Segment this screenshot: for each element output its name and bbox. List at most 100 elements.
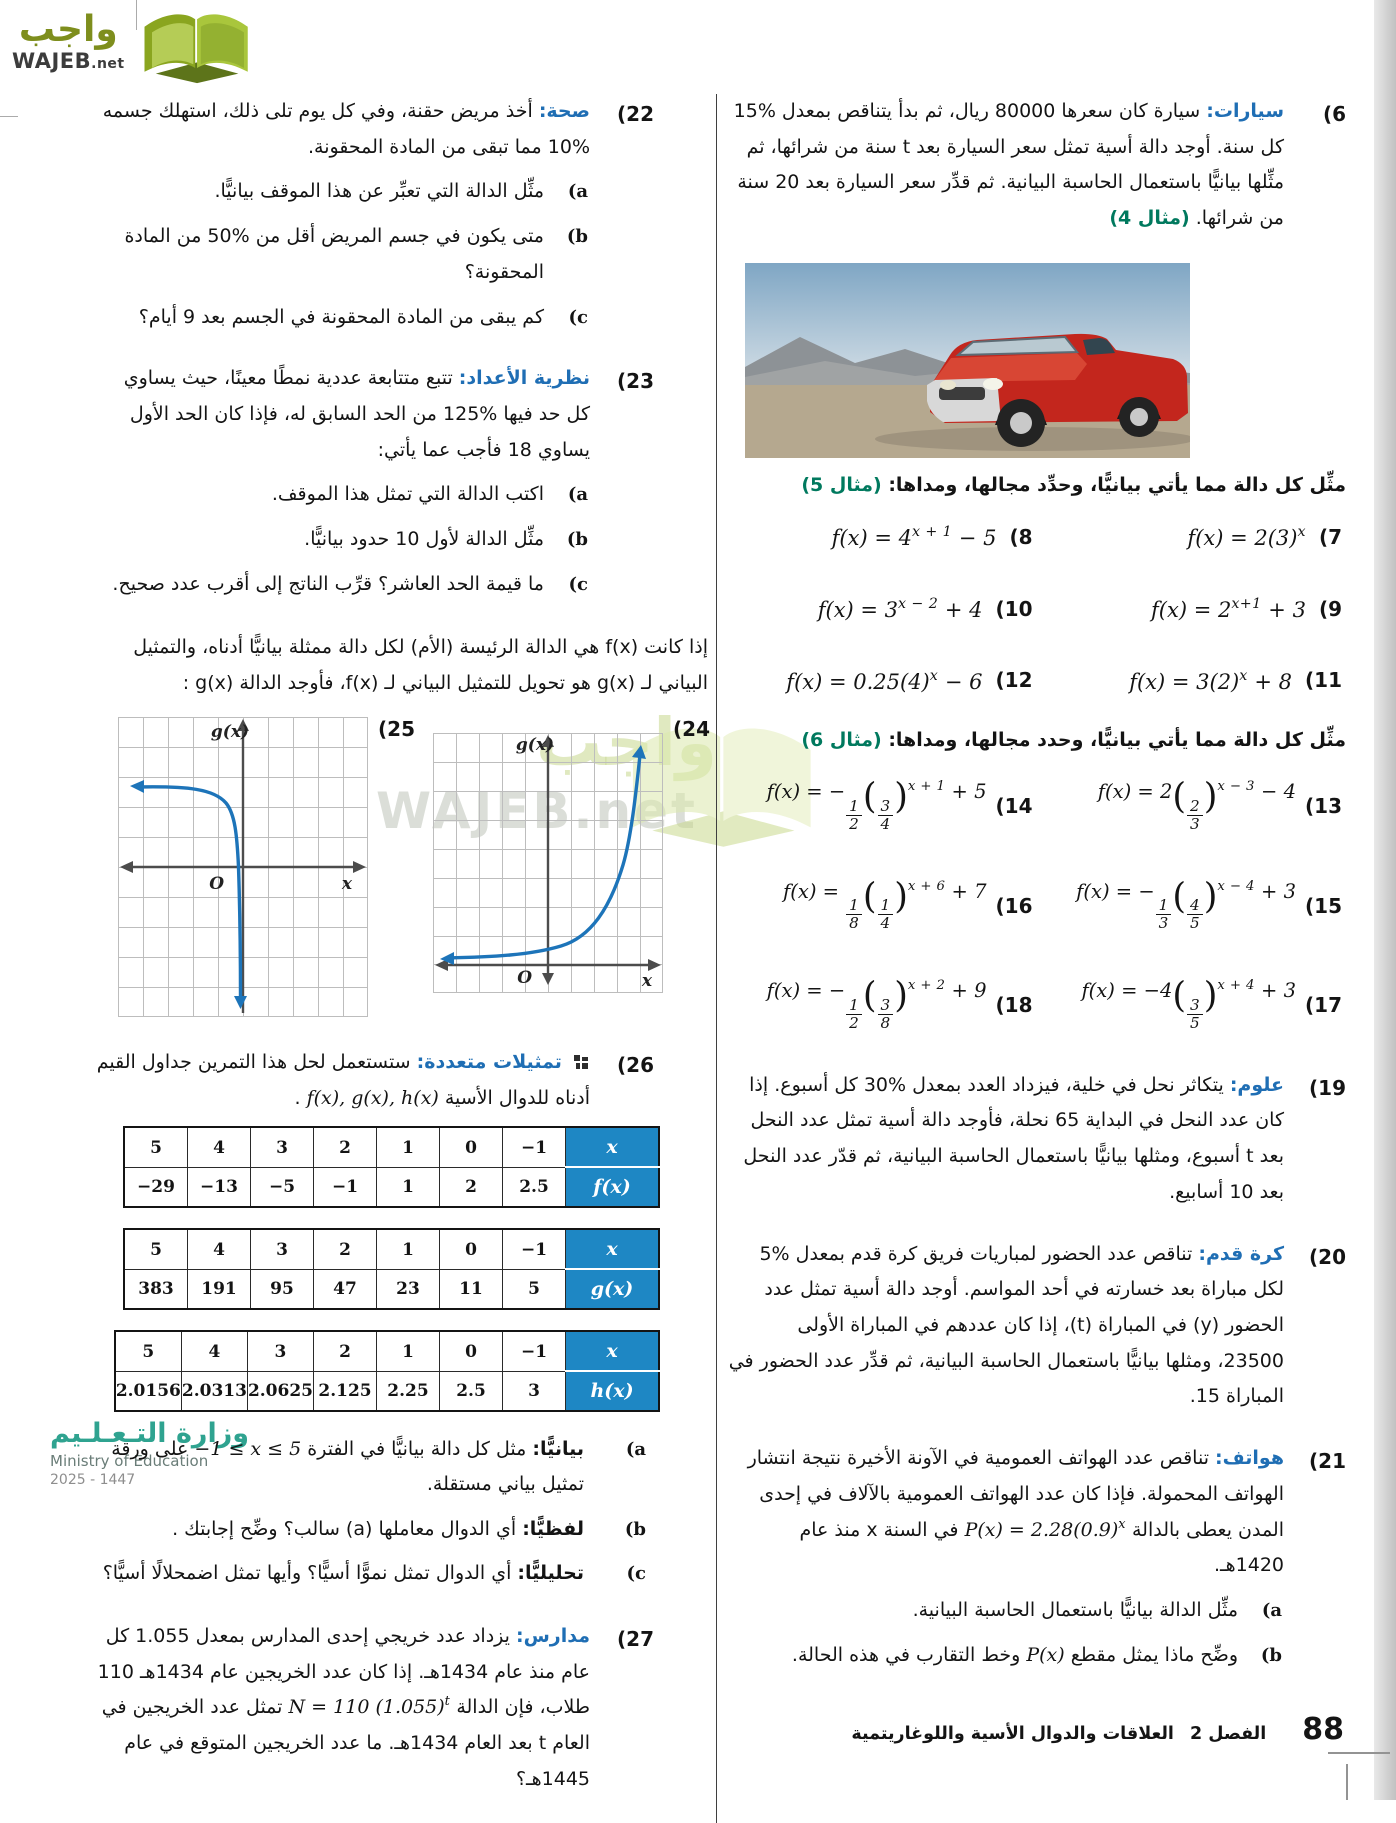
problem-text: تناقص عدد الهواتف العمومية في الآونة الأ… [747, 1447, 1284, 1541]
table-cell: 2.125 [313, 1370, 377, 1412]
sub-text: أي الدوال معاملها (a) سالب؟ وضِّح إجابتك… [172, 1517, 517, 1540]
formula-number: (12 [995, 668, 1033, 693]
problem-text: يتكاثر نحل في خلية، فيزداد العدد بمعدل %… [743, 1073, 1284, 1203]
problem-text: أخذ مريض حقنة، وفي كل يوم تلى ذلك، استهل… [102, 100, 590, 158]
table-cell: 1 [376, 1228, 440, 1270]
sub-keyword: بيانيًّا: [532, 1438, 584, 1461]
table-cell: 2.0313 [180, 1370, 248, 1412]
graph-24: (24 g(x) x O [433, 717, 710, 993]
table-cell: 4 [180, 1330, 248, 1372]
problem-keyword: تمثيلات متعددة: [416, 1050, 562, 1073]
sub-item-b: (b وضِّح ماذا يمثل مقطع P(x) وخط التقارب… [727, 1638, 1284, 1674]
table-cell: 2 [313, 1228, 377, 1270]
table-cell: 3 [250, 1126, 314, 1168]
table-row-header: f(x) [565, 1166, 660, 1208]
problem-number: (22 [617, 102, 654, 126]
table-cell: −29 [123, 1166, 188, 1208]
sub-item-b: (b مثِّل الدالة لأول 10 حدود بيانيًّا. [96, 522, 590, 558]
formula-number: (18 [995, 992, 1033, 1017]
problem-number: (20 [1309, 1244, 1346, 1269]
exercise-19: (19 علوم: يتكاثر نحل في خلية، فيزداد الع… [727, 1068, 1346, 1211]
formula-grid-7-12: f(x) = 2(3)x (7 f(x) = 4x + 1 − 5 (8 f(x) = … [727, 524, 1346, 694]
sub-text: ما قيمة الحد العاشر؟ قرِّب الناتج إلى أق… [112, 572, 544, 595]
problem-keyword: صحة: [538, 100, 590, 122]
table-row-header: h(x) [565, 1370, 660, 1412]
table-cell: 2 [313, 1330, 377, 1372]
wajeb-latin-label: WAJEB.net [12, 48, 125, 73]
inline-formula: N = 110 (1.055)t [288, 1694, 451, 1719]
instruction-text: مثِّل كل دالة مما يأتي بيانيًّا، وحدِّد … [888, 473, 1346, 496]
book-icon [144, 14, 248, 84]
table-cell: −1 [502, 1126, 566, 1168]
sub-text: مثِّل الدالة لأول 10 حدود بيانيًّا. [304, 528, 544, 551]
formula-item: f(x) = 3x − 2 + 4 (10 [817, 595, 1033, 622]
problem-number: (23 [617, 369, 654, 394]
instruction-example-5: مثِّل كل دالة مما يأتي بيانيًّا، وحدِّد … [727, 474, 1346, 496]
sub-letter: (a [567, 484, 588, 506]
wajeb-logo: واجب WAJEB.net [12, 6, 259, 86]
svg-text:g(x): g(x) [516, 735, 554, 755]
table-cell: 4 [187, 1126, 251, 1168]
wajeb-arabic-label: واجب [18, 9, 118, 50]
graph-25: (25 g(x) x O [118, 716, 415, 1017]
formula-number: (17 [1305, 992, 1342, 1017]
table-cell: 5 [114, 1330, 182, 1372]
formula-number: (14 [995, 794, 1033, 819]
f-table: x −1 0 1 2 3 4 5 f(x) 2.5 2 1 −1 −5 −13 −29 [96, 1126, 660, 1209]
table-cell: 1 [376, 1166, 440, 1208]
instruction-example-6: مثِّل كل دالة مما يأتي بيانيًّا، وحدد مج… [727, 729, 1346, 751]
value-table: x −1 0 1 2 3 4 5 g(x) 5 11 23 47 95 191 383 [123, 1228, 660, 1311]
problem-keyword: هواتف: [1215, 1447, 1284, 1470]
sub-item-c: (c ما قيمة الحد العاشر؟ قرِّب الناتج إلى… [96, 567, 590, 603]
exercise-22: (22 صحة: أخذ مريض حقنة، وفي كل يوم تلى ذ… [96, 94, 710, 335]
left-column: (22 صحة: أخذ مريض حقنة، وفي كل يوم تلى ذ… [94, 94, 716, 1823]
table-cell: 5 [123, 1228, 188, 1270]
g-table: x −1 0 1 2 3 4 5 g(x) 5 11 23 47 95 191 383 [96, 1228, 660, 1311]
inline-formula: P(x) [1026, 1643, 1065, 1666]
formula-number: (16 [995, 893, 1033, 918]
table-cell: 4 [187, 1228, 251, 1270]
table-cell: 0 [439, 1330, 503, 1372]
problem-text: . [294, 1086, 301, 1109]
problem-number: (27 [617, 1626, 654, 1651]
sub-text: وخط التقارب في هذه الحالة. [791, 1643, 1021, 1666]
sub-item-a: (a اكتب الدالة التي تمثل هذا الموقف. [96, 477, 590, 513]
sub-text: مثِّل الدالة التي تعبِّر عن هذا الموقف ب… [214, 180, 544, 203]
table-cell: 2.5 [439, 1370, 503, 1412]
exercise-20: (20 كرة قدم: تناقص عدد الحضور لمباريات ف… [727, 1237, 1346, 1416]
sub-keyword: تحليليًّا: [517, 1561, 584, 1584]
table-row-header: g(x) [565, 1268, 660, 1310]
table-cell: 191 [187, 1268, 251, 1310]
value-table: x −1 0 1 2 3 4 5 h(x) 3 2.5 2.25 2.125 2.0625 2.0313 2.… [113, 1330, 660, 1413]
sub-text: اكتب الدالة التي تمثل هذا الموقف. [271, 483, 544, 506]
graph-number: (24 [673, 716, 710, 741]
parent-function-intro: إذا كانت f(x) هي الدالة الرئيسة (الأم) ل… [133, 635, 708, 694]
formula-number: (15 [1305, 893, 1342, 918]
sub-item-a: (a مثِّل الدالة التي تعبِّر عن هذا الموق… [96, 174, 590, 210]
table-cell: 3 [246, 1330, 315, 1372]
svg-text:x: x [341, 874, 353, 894]
table-cell: 5 [502, 1268, 566, 1310]
problem-text: تمثل عدد الخريجين في العام t بعد العام 1… [101, 1696, 590, 1790]
problem-number: (26 [617, 1052, 654, 1077]
sub-letter: (a [567, 181, 588, 203]
table-cell: 11 [439, 1268, 503, 1310]
multiple-representations-icon [574, 1054, 588, 1069]
exponential-growth-graph: g(x) x O [433, 732, 664, 993]
sub-item-b: (b لفظيًّا: أي الدوال معاملها (a) سالب؟ … [96, 1512, 710, 1547]
sub-text: أي الدوال تمثل نموًّا أسيًّا؟ وأيها تمثل… [102, 1561, 512, 1584]
example-ref: (مثال 4) [1109, 207, 1190, 230]
table-cell: 3 [502, 1370, 566, 1412]
page-footer: 88 الفصل 2 العلاقات والدوال الأسية واللو… [851, 1712, 1344, 1747]
table-cell: 2.5 [502, 1166, 566, 1208]
sub-text: مثل كل دالة بيانيًّا في الفترة [307, 1438, 527, 1461]
graphs-24-25: (24 g(x) x O [96, 716, 710, 1017]
formula-item: f(x) = 2(3)x (7 [1187, 523, 1342, 550]
problem-keyword: سيارات: [1206, 100, 1284, 122]
exercise-26-subs: (a بيانيًّا: مثل كل دالة بيانيًّا في الف… [96, 1432, 710, 1591]
table-cell: 23 [376, 1268, 440, 1310]
problem-text: يزداد عدد خريجي إحدى المدارس بمعدل 1.055… [97, 1624, 590, 1719]
formula-number: (8 [1009, 524, 1033, 549]
problem-number: (19 [1309, 1075, 1346, 1100]
